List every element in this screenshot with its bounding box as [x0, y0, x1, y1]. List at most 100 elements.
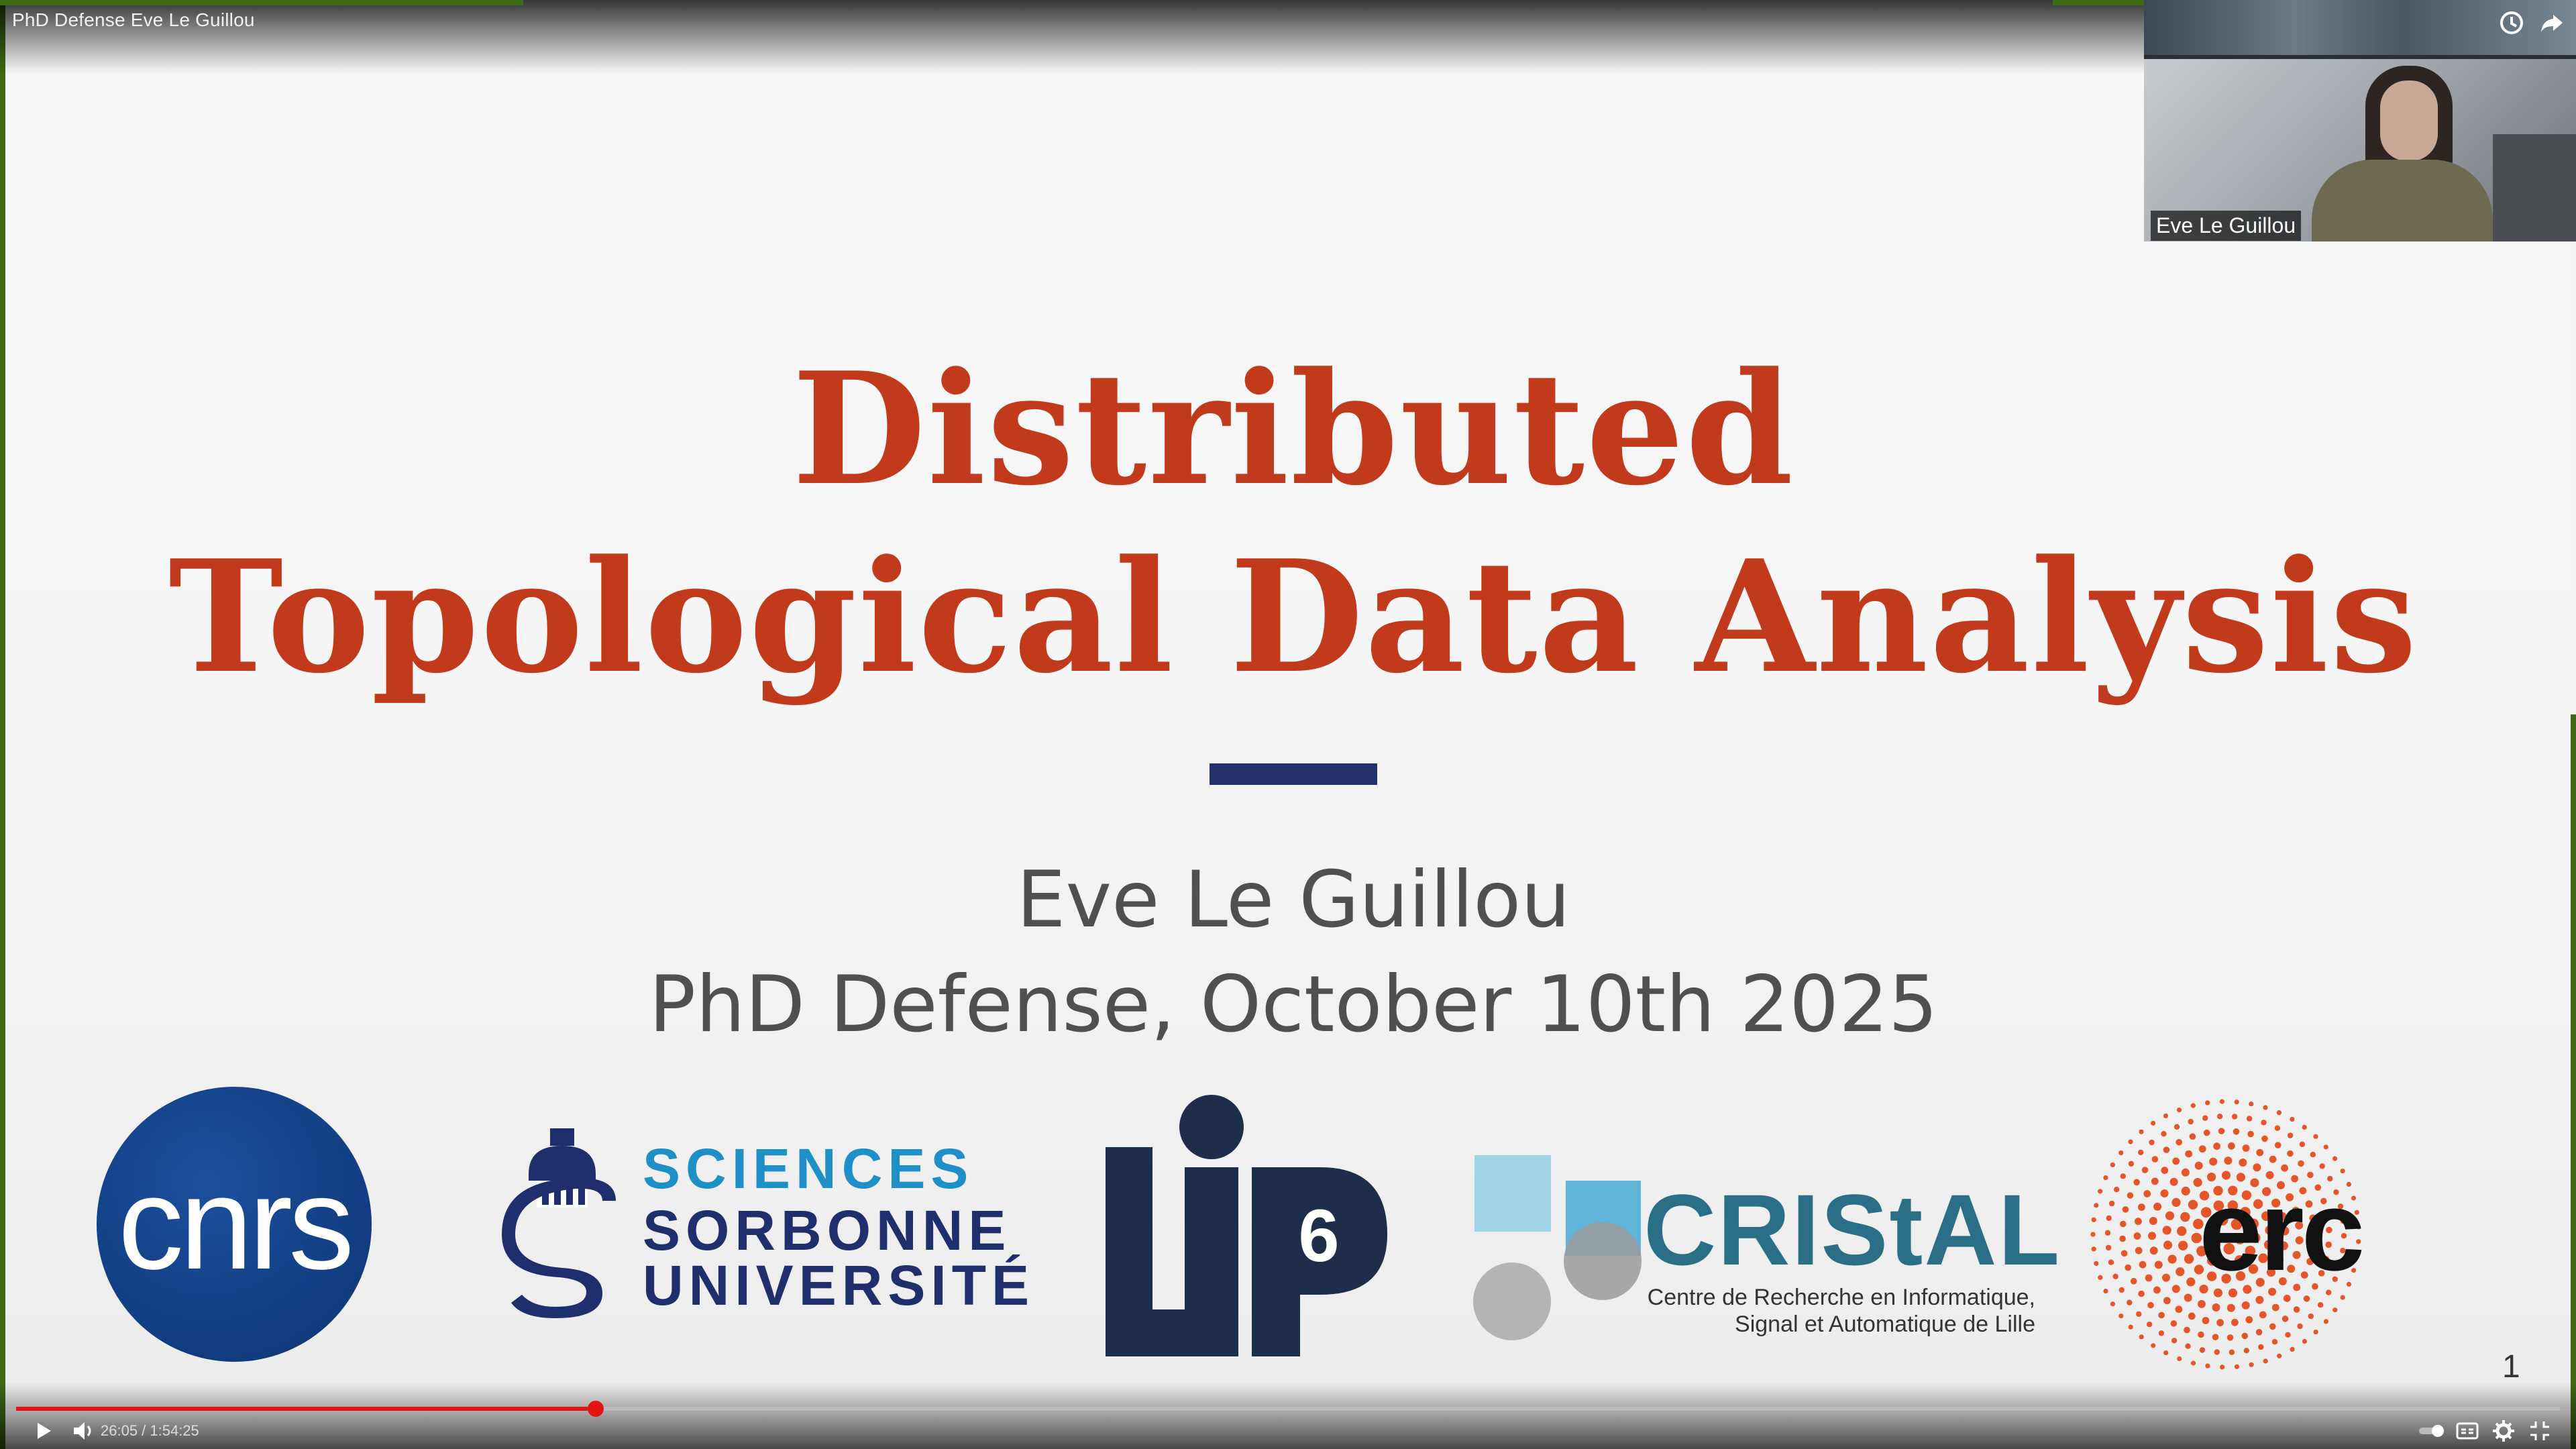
erc-dot	[2216, 1214, 2229, 1226]
erc-dot	[2184, 1293, 2192, 1302]
slide-event: PhD Defense, October 10th 2025	[649, 959, 1938, 1050]
erc-dot	[2118, 1150, 2124, 1156]
erc-dot	[2233, 1128, 2240, 1135]
erc-dot	[2133, 1179, 2140, 1186]
erc-dot	[2162, 1226, 2171, 1235]
erc-dot	[2278, 1277, 2287, 1285]
erc-dot	[2236, 1173, 2245, 1182]
erc-dot	[2220, 1258, 2231, 1269]
erc-dot	[2298, 1160, 2304, 1167]
erc-dot	[2205, 1100, 2210, 1106]
autoplay-toggle-icon[interactable]	[2418, 1417, 2445, 1444]
erc-dot	[2326, 1226, 2332, 1234]
erc-dot	[2108, 1259, 2114, 1265]
erc-dot	[2161, 1167, 2169, 1174]
erc-dot	[2282, 1316, 2289, 1322]
exit-fullscreen-icon[interactable]	[2526, 1417, 2553, 1444]
erc-dot	[2193, 1178, 2202, 1187]
erc-dot	[2128, 1161, 2135, 1167]
erc-dot	[2255, 1295, 2264, 1304]
erc-dot	[2332, 1276, 2338, 1282]
erc-dot	[2177, 1226, 2187, 1236]
erc-dot	[2184, 1326, 2190, 1334]
erc-dot	[2175, 1305, 2183, 1313]
gear-icon[interactable]	[2490, 1417, 2517, 1444]
erc-dot	[2120, 1173, 2126, 1179]
volume-icon[interactable]	[70, 1417, 97, 1444]
erc-dot	[2226, 1303, 2235, 1312]
erc-dot	[2293, 1306, 2300, 1313]
erc-dot	[2302, 1124, 2307, 1130]
erc-dot	[2188, 1118, 2194, 1125]
erc-dot	[2354, 1253, 2359, 1259]
erc-dot	[2277, 1353, 2282, 1358]
erc-dot	[2351, 1268, 2357, 1273]
erc-dot	[2193, 1218, 2204, 1230]
captions-icon[interactable]	[2454, 1417, 2481, 1444]
erc-dot	[2234, 1099, 2239, 1105]
erc-dot	[2190, 1360, 2196, 1366]
video-title[interactable]: PhD Defense Eve Le Guillou	[12, 9, 255, 30]
share-icon[interactable]	[2538, 9, 2565, 36]
erc-dot	[2213, 1288, 2222, 1297]
sorbonne-logo: SCIENCES SORBONNE UNIVERSITÉ	[502, 1127, 1029, 1328]
erc-dot	[2242, 1144, 2250, 1152]
erc-dot	[2258, 1344, 2264, 1350]
cristal-desc-2: Signal et Automatique de Lille	[1735, 1311, 2035, 1337]
progress-bar[interactable]	[16, 1401, 2560, 1417]
erc-dot	[2110, 1301, 2115, 1307]
clock-icon[interactable]	[2498, 9, 2525, 36]
erc-dot	[2285, 1332, 2291, 1338]
top-green-strip-left	[0, 0, 523, 5]
erc-dot	[2322, 1256, 2330, 1263]
slide-title-line-1: Distributed	[792, 339, 1795, 520]
erc-dot	[2337, 1262, 2343, 1269]
erc-dot	[2191, 1232, 2202, 1244]
erc-dot	[2194, 1265, 2204, 1275]
erc-dot	[2197, 1299, 2206, 1308]
erc-dot	[2263, 1240, 2274, 1250]
erc-dot	[2213, 1142, 2220, 1150]
erc-dot	[2205, 1363, 2210, 1368]
erc-dot	[2241, 1301, 2250, 1309]
erc-dot	[2340, 1248, 2346, 1254]
erc-dot	[2206, 1255, 2218, 1266]
erc-dot	[2138, 1149, 2144, 1156]
erc-dot	[2098, 1189, 2103, 1194]
webcam-person-body	[2312, 160, 2493, 241]
erc-dot	[2184, 1254, 2194, 1264]
erc-dot	[2271, 1339, 2278, 1345]
erc-dot	[2119, 1235, 2126, 1242]
slide: Distributed Topological Data Analysis Ev…	[5, 0, 2571, 1409]
erc-dot	[2163, 1146, 2170, 1153]
erc-dot	[2261, 1120, 2267, 1126]
erc-dot	[2202, 1115, 2208, 1121]
erc-dot	[2228, 1142, 2235, 1150]
erc-dot	[2313, 1330, 2318, 1335]
erc-dot	[2326, 1289, 2332, 1295]
erc-dot	[2171, 1197, 2181, 1207]
green-border-left	[0, 0, 5, 1449]
erc-dot	[2274, 1142, 2282, 1148]
erc-dot	[2313, 1134, 2318, 1139]
erc-dot	[2163, 1297, 2171, 1305]
erc-dot	[2226, 1334, 2234, 1341]
progress-scrubber[interactable]	[588, 1401, 604, 1417]
erc-dot	[2139, 1334, 2144, 1340]
play-icon[interactable]	[30, 1417, 56, 1444]
bottom-overlay	[0, 1382, 2576, 1449]
progress-played	[16, 1407, 596, 1411]
erc-dot	[2319, 1163, 2325, 1169]
erc-dot	[2262, 1187, 2271, 1196]
erc-dot	[2098, 1275, 2103, 1280]
erc-dot	[2351, 1195, 2357, 1201]
erc-dot	[2209, 1157, 2218, 1166]
erc-dot	[2277, 1181, 2285, 1189]
erc-dot	[2114, 1187, 2120, 1193]
erc-dot	[2292, 1250, 2301, 1259]
erc-dot	[2181, 1168, 2190, 1177]
erc-dot	[2291, 1175, 2298, 1183]
erc-dot	[2356, 1239, 2361, 1244]
erc-dot	[2323, 1319, 2328, 1324]
